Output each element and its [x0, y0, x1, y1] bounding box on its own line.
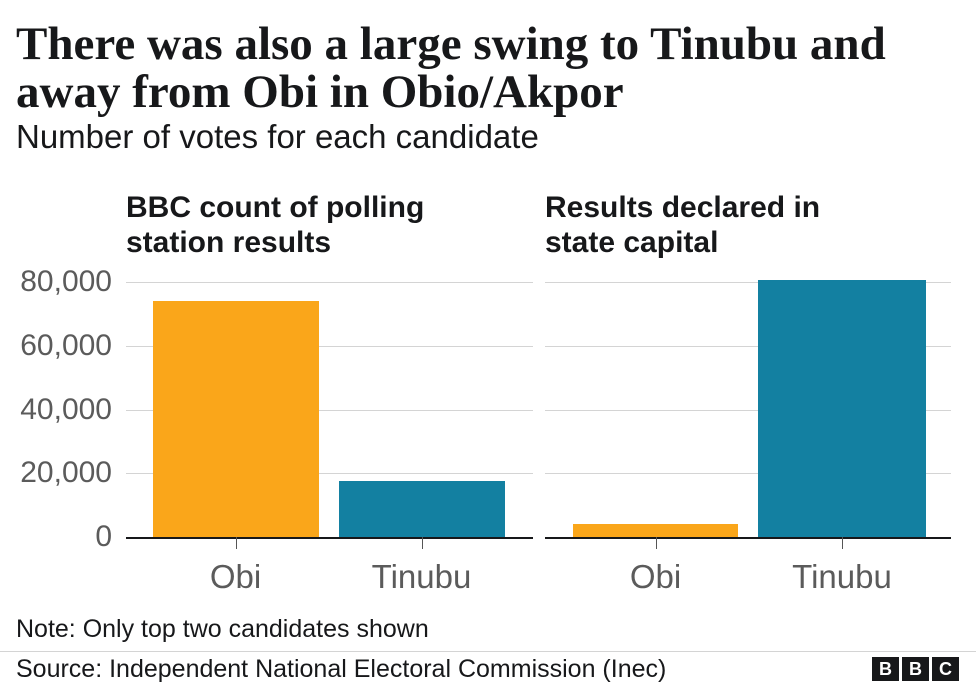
svg-text:C: C [939, 659, 952, 679]
svg-text:B: B [879, 659, 892, 679]
svg-text:B: B [909, 659, 922, 679]
